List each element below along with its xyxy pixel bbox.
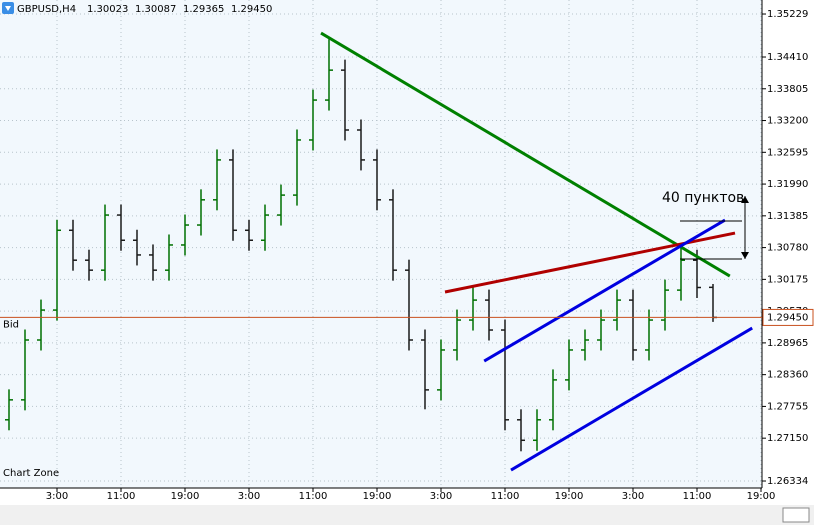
- close-value: 1.29450: [231, 4, 272, 15]
- ohlc-bar: [261, 204, 269, 251]
- x-tick-label: 11:00: [299, 491, 328, 502]
- measure-arrowheads: [741, 196, 749, 259]
- trend-line: [483, 218, 726, 363]
- scrollbar[interactable]: [0, 505, 814, 525]
- x-tick-label: 3:00: [238, 491, 260, 502]
- ohlc-bar: [533, 409, 541, 451]
- ohlc-bar: [405, 259, 413, 351]
- low-value: 1.29365: [183, 4, 224, 15]
- y-tick-label: 1.33200: [767, 116, 808, 127]
- ohlc-bar: [53, 219, 61, 321]
- y-tick-label: 1.35229: [767, 9, 808, 20]
- ohlc-bar: [213, 149, 221, 211]
- ohlc-bar: [133, 229, 141, 266]
- ohlc-bar: [117, 204, 125, 251]
- bid-label: 1.29450: [767, 312, 808, 323]
- y-tick-label: 1.27755: [767, 401, 808, 412]
- y-tick-label: 1.31990: [767, 179, 808, 190]
- ohlc-bar: [37, 299, 45, 351]
- ohlc-bar: [149, 244, 157, 281]
- trend-line: [510, 326, 753, 472]
- ohlc-bar: [373, 149, 381, 211]
- x-tick-label: 11:00: [683, 491, 712, 502]
- ohlc-bar: [229, 149, 237, 241]
- x-tick-label: 3:00: [622, 491, 644, 502]
- y-tick-label: 1.31385: [767, 211, 808, 222]
- ohlc-bar: [357, 119, 365, 171]
- ohlc-bar: [5, 389, 13, 431]
- ohlc-bar: [501, 319, 509, 431]
- ohlc-bar: [453, 309, 461, 361]
- y-tick-label: 1.30780: [767, 243, 808, 254]
- y-tick-label: 1.32595: [767, 147, 808, 158]
- y-tick-label: 1.28965: [767, 338, 808, 349]
- ohlc-bar: [101, 204, 109, 281]
- bid-label-box: [762, 308, 814, 326]
- ohlc-bar: [165, 234, 173, 281]
- ohlc-bar: [181, 214, 189, 256]
- ohlc-bar: [69, 219, 77, 271]
- ohlc-bar: [325, 39, 333, 111]
- ohlc-bar: [245, 219, 253, 251]
- x-tick-label: 11:00: [491, 491, 520, 502]
- chart-icon-arrow: [5, 6, 11, 11]
- x-tick-label: 19:00: [363, 491, 392, 502]
- ohlc-bar: [293, 129, 301, 206]
- ohlc-bar: [485, 289, 493, 341]
- scroll-thumb[interactable]: [782, 507, 810, 523]
- ohlc-bar: [277, 184, 285, 226]
- x-tick-label: 19:00: [747, 491, 776, 502]
- watermark: Chart Zone: [3, 468, 59, 479]
- ohlc-bar: [197, 189, 205, 236]
- open-value: 1.30023: [87, 4, 128, 15]
- ohlc-bar: [341, 59, 349, 141]
- y-tick-label: 1.33805: [767, 84, 808, 95]
- ohlc-bar: [309, 89, 317, 151]
- annotation: 40 пунктов: [662, 190, 744, 206]
- ohlc-bar: [565, 339, 573, 391]
- y-tick-label: 1.26334: [767, 476, 808, 487]
- ohlc-bar: [517, 409, 525, 452]
- y-tick-label: 1.27150: [767, 433, 808, 444]
- symbol: GBPUSD,H4: [17, 4, 76, 15]
- ohlc-bar: [85, 249, 93, 281]
- plot-area: [0, 0, 762, 488]
- ohlc-bar: [549, 369, 557, 431]
- ohlc-bar: [645, 309, 653, 361]
- trend-line: [320, 31, 731, 278]
- ohlc-bar: [437, 339, 445, 401]
- ohlc-bar: [389, 189, 397, 281]
- ohlc-bar: [421, 329, 429, 410]
- y-tick-label: 1.30175: [767, 274, 808, 285]
- y-tick-label: 1.34410: [767, 52, 808, 63]
- x-tick-label: 3:00: [46, 491, 68, 502]
- ohlc-bar: [469, 285, 477, 331]
- marks: [5, 31, 753, 472]
- ohlc-bar: [581, 329, 589, 361]
- ohlc-bar: [629, 289, 637, 361]
- high-value: 1.30087: [135, 4, 176, 15]
- bid-name: Bid: [3, 319, 19, 330]
- x-tick-label: 19:00: [171, 491, 200, 502]
- ohlc-bar: [677, 246, 685, 301]
- ohlc-bar: [597, 309, 605, 351]
- x-tick-label: 11:00: [107, 491, 136, 502]
- x-tick-label: 3:00: [430, 491, 452, 502]
- grid: [0, 0, 762, 488]
- y-tick-label: 1.28360: [767, 370, 808, 381]
- ohlc-bar: [21, 329, 29, 411]
- x-tick-label: 19:00: [555, 491, 584, 502]
- ohlc-bar: [661, 279, 669, 331]
- ohlc-bar: [613, 289, 621, 331]
